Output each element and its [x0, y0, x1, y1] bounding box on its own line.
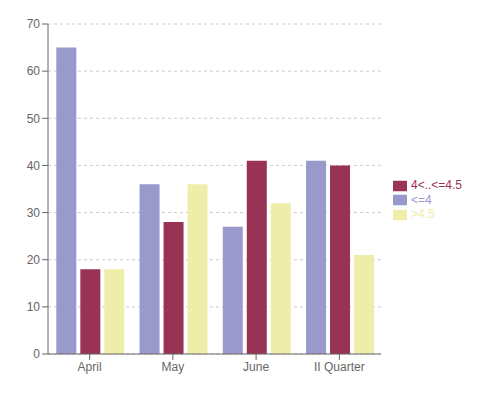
html-text:<=4: <=4: [411, 192, 432, 207]
svg-text:50: 50: [27, 112, 41, 126]
svg-text:30: 30: [27, 206, 41, 220]
svg-text:April: April: [78, 360, 102, 374]
svg-text:June: June: [243, 360, 269, 374]
svg-text:0: 0: [33, 347, 40, 361]
svg-text:II Quarter: II Quarter: [314, 360, 365, 374]
html-text:>4.5: >4.5: [411, 207, 435, 222]
svg-text:20: 20: [27, 253, 41, 267]
svg-text:10: 10: [27, 300, 41, 314]
svg-text:70: 70: [27, 17, 41, 31]
html-text:4<..<=4.5: 4<..<=4.5: [411, 177, 462, 192]
svg-text:May: May: [162, 360, 185, 374]
svg-text:40: 40: [27, 159, 41, 173]
svg-text:60: 60: [27, 64, 41, 78]
